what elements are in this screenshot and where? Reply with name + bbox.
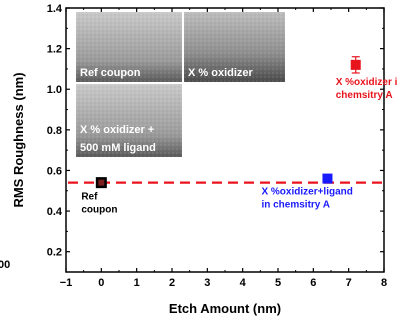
sem-insets: Ref coupon X % oxidizer X % oxidizer + 500 … <box>76 12 285 157</box>
point-annotation: in chemsitry A <box>261 200 330 211</box>
y-tick-label: 0.6 <box>47 165 62 177</box>
x-tick-label: 0 <box>98 277 104 289</box>
sem-image-texture <box>76 12 182 82</box>
x-axis-title: Etch Amount (nm) <box>169 301 281 316</box>
point-annotation: Ref <box>81 192 98 203</box>
sem-image-texture <box>76 84 182 157</box>
y-tick-label: 0.2 <box>47 247 62 259</box>
sem-image-texture <box>184 12 285 82</box>
y-tick-label: 0.4 <box>47 206 63 218</box>
y-axis-title: RMS Roughness (nm) <box>11 72 26 207</box>
point-annotation: X %oxidizer+ligand <box>261 187 352 198</box>
data-point-inner <box>98 179 105 186</box>
edge-partial-text: 00 <box>0 259 10 271</box>
point-annotation: X %oxidizer in <box>336 77 398 88</box>
point-annotation: chemsitry A <box>336 90 393 101</box>
data-point <box>350 59 361 70</box>
x-tick-label: 7 <box>346 277 352 289</box>
sem-image-label: 500 mM ligand <box>80 142 156 154</box>
x-tick-label: −1 <box>60 277 73 289</box>
sem-image-label: X % oxidizer + <box>80 124 154 136</box>
y-tick-label: 1.4 <box>47 3 63 15</box>
axes: −1 0 1 2 3 4 5 6 7 8 0.2 0.4 0.6 0.8 1.0 1.2 1.4 Etch Amo… <box>11 3 387 316</box>
y-tick-label: 0.8 <box>47 125 62 137</box>
x-tick-label: 3 <box>204 277 210 289</box>
x-tick-label: 1 <box>134 277 140 289</box>
sem-image-label: X % oxidizer <box>188 67 254 79</box>
data-points: Ref coupon X %oxidizer+ligand in chemsitry … <box>81 56 398 216</box>
x-tick-label: 2 <box>169 277 175 289</box>
point-annotation: coupon <box>81 205 117 216</box>
x-tick-label: 6 <box>310 277 316 289</box>
x-tick-label: 5 <box>275 277 281 289</box>
x-tick-label: 8 <box>381 277 387 289</box>
y-tick-label: 1.2 <box>47 44 62 56</box>
sem-image-label: Ref coupon <box>80 67 141 79</box>
x-tick-label: 4 <box>240 277 247 289</box>
data-point <box>322 173 333 184</box>
y-tick-label: 1.0 <box>47 84 62 96</box>
